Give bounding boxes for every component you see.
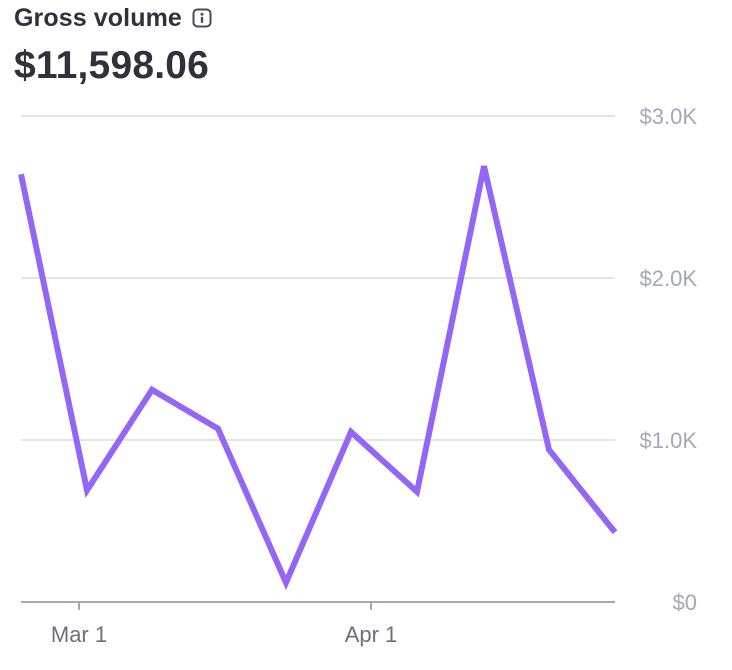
gross-volume-amount: $11,598.06 [14, 44, 210, 87]
x-tick-label: Mar 1 [51, 622, 107, 647]
title-row: Gross volume [14, 2, 212, 34]
y-tick-label: $3.0K [640, 104, 698, 129]
y-tick-label: $0 [673, 590, 697, 615]
y-tick-label: $2.0K [640, 266, 698, 291]
y-tick-label: $1.0K [640, 428, 698, 453]
x-tick-label: Apr 1 [345, 622, 398, 647]
info-icon[interactable] [192, 8, 212, 28]
chart-header: Gross volume $11,598.06 [14, 2, 212, 88]
chart-title: Gross volume [14, 3, 182, 32]
gross-volume-line [18, 165, 618, 591]
